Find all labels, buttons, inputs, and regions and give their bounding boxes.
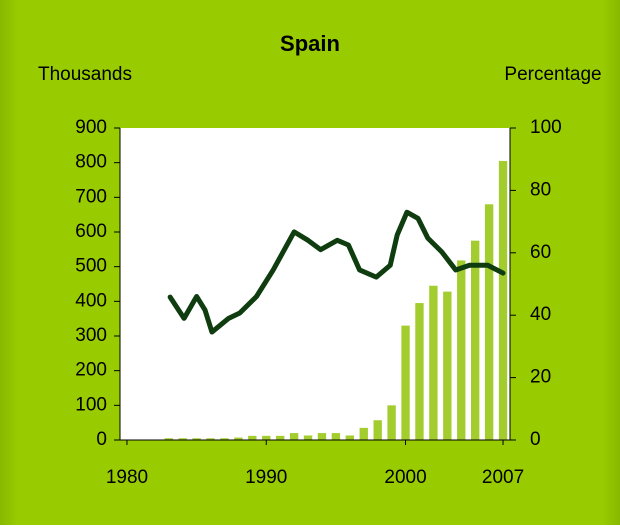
bar [164, 438, 173, 440]
bar [498, 160, 508, 440]
y2-tick-label: 80 [530, 179, 551, 200]
bar [206, 438, 215, 440]
chart-title: Spain [280, 31, 340, 56]
bar [471, 240, 480, 440]
bar [401, 325, 410, 440]
bar [276, 435, 285, 440]
y-tick-label: 600 [75, 221, 107, 242]
bar [457, 260, 466, 440]
y-tick-label: 900 [75, 117, 107, 138]
bar [248, 435, 257, 440]
bar [484, 204, 494, 440]
x-tick-label: 2000 [384, 467, 426, 488]
y2-tick-label: 40 [530, 304, 551, 325]
y-tick-label: 700 [75, 186, 107, 207]
bar [289, 433, 299, 440]
y-tick-label: 0 [96, 429, 107, 450]
y-tick-label: 800 [75, 152, 107, 173]
bar [345, 435, 354, 440]
bar [262, 435, 271, 440]
x-tick-label: 1980 [106, 467, 148, 488]
bar [317, 433, 327, 440]
bar [415, 303, 424, 440]
y2-tick-label: 20 [530, 367, 551, 388]
bar [220, 438, 229, 440]
y2-tick-label: 60 [530, 242, 551, 263]
bar [331, 433, 341, 440]
y2-tick-label: 0 [530, 429, 541, 450]
bar [359, 427, 368, 440]
bar [443, 291, 452, 440]
y-tick-label: 100 [75, 394, 107, 415]
bar [303, 435, 313, 440]
bar [192, 438, 201, 440]
x-tick-label: 1990 [245, 467, 287, 488]
bar [178, 438, 187, 440]
line [167, 209, 506, 335]
y-tick-label: 500 [75, 256, 107, 277]
y-tick-label: 300 [75, 325, 107, 346]
x-tick-label: 2007 [482, 467, 524, 488]
y2-axis-label: Percentage [504, 64, 601, 85]
bar [429, 285, 438, 440]
y-axis-label: Thousands [38, 64, 132, 85]
bar [373, 420, 382, 440]
bar [387, 405, 396, 440]
y-tick-label: 200 [75, 360, 107, 381]
bar [234, 437, 243, 440]
y-tick-label: 400 [75, 290, 107, 311]
y2-tick-label: 100 [530, 117, 562, 138]
